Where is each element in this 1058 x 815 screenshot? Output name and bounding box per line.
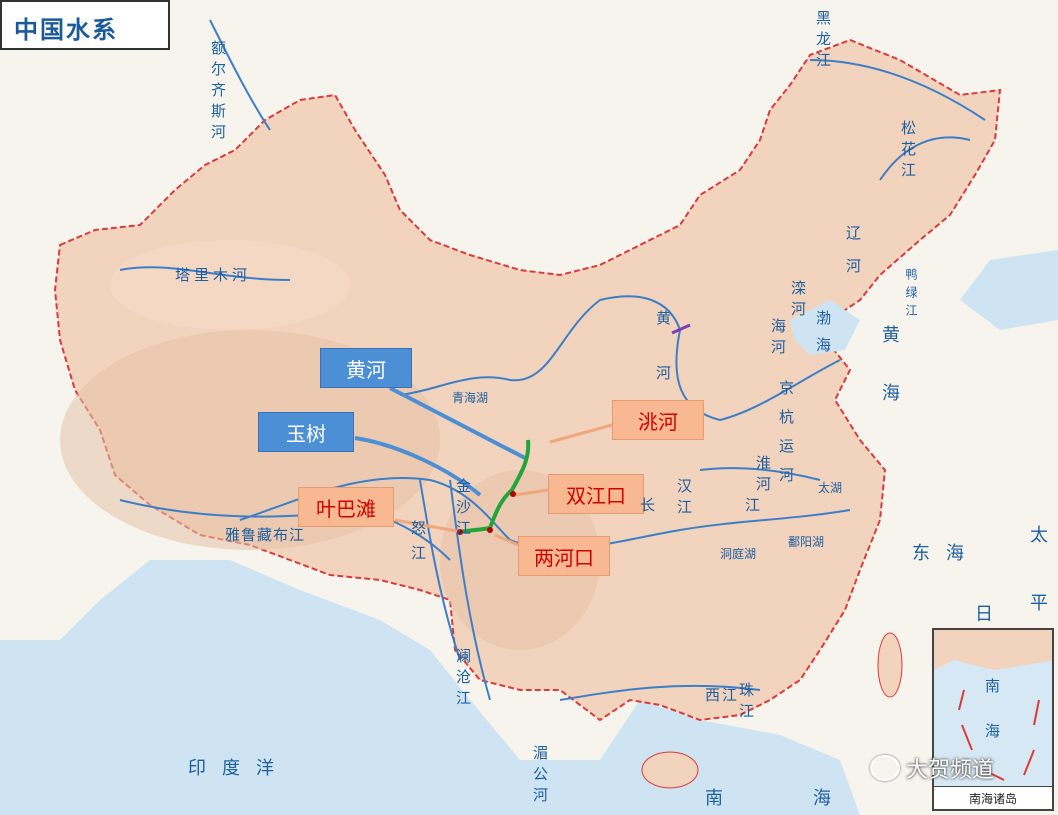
label-huaihe: 淮河 bbox=[754, 455, 772, 497]
inset-title: 南海诸岛 bbox=[934, 786, 1052, 809]
label-rishi: 日 bbox=[975, 604, 999, 625]
label-yarlung: 雅鲁藏布江 bbox=[225, 526, 306, 544]
leader-lianghekou bbox=[494, 533, 519, 547]
label-dongtinghu: 洞庭湖 bbox=[720, 547, 757, 561]
leader-shuangjiangkou bbox=[514, 488, 549, 497]
label-huanghai: 黄海 bbox=[879, 325, 900, 441]
label-xijiang: 西江 bbox=[705, 686, 740, 704]
label-jinsha: 金沙江 bbox=[454, 478, 472, 541]
label-tarim: 塔里木河 bbox=[175, 266, 252, 284]
highlighted-river bbox=[459, 439, 531, 534]
label-nanhai: 南海 bbox=[705, 788, 921, 809]
label-taihu: 太湖 bbox=[818, 481, 843, 495]
leader-yebatan bbox=[394, 518, 463, 534]
callout-huanghe: 黄河 bbox=[320, 348, 412, 388]
huanghe-marker bbox=[671, 323, 691, 335]
river-huaihe bbox=[699, 467, 821, 481]
shuangjiangkou-dot bbox=[510, 491, 516, 497]
river-huanghe bbox=[399, 295, 841, 422]
callout-yushu: 玉树 bbox=[258, 412, 354, 452]
river-nujiang bbox=[419, 479, 461, 661]
river-ertix bbox=[209, 19, 271, 131]
callout-shuangjiangkou: 双江口 bbox=[548, 474, 644, 514]
callout-lianghekou: 两河口 bbox=[518, 536, 610, 576]
south-china-sea-inset: 南海 南海诸岛 bbox=[932, 628, 1054, 811]
label-qinghaihu: 青海湖 bbox=[452, 391, 489, 405]
label-ertix: 额尔齐斯河 bbox=[209, 40, 227, 145]
river-zhujiang bbox=[559, 684, 761, 701]
inset-dashes bbox=[958, 689, 1040, 781]
label-liaohe: 辽河 bbox=[844, 225, 862, 291]
river-songhuajiang bbox=[879, 136, 971, 181]
wechat-icon bbox=[870, 755, 900, 781]
label-heilongjiang: 黑龙江 bbox=[814, 10, 832, 73]
tarim-basin bbox=[110, 240, 350, 330]
label-lancang: 澜沧江 bbox=[454, 648, 472, 711]
taiwan-island bbox=[877, 632, 903, 698]
watermark: 大贺频道 bbox=[870, 752, 994, 784]
label-poyanghu: 鄱阳湖 bbox=[788, 535, 825, 549]
leader-yushu bbox=[354, 436, 482, 497]
inset-map bbox=[934, 630, 1052, 781]
leader-taohe bbox=[549, 423, 613, 444]
bohai-sea bbox=[790, 300, 860, 355]
label-bohai: 渤海 bbox=[814, 310, 832, 364]
river-tarim bbox=[119, 266, 291, 281]
yebatan-dot bbox=[457, 529, 463, 535]
label-haihe: 海河 bbox=[769, 318, 787, 360]
watermark-text: 大贺频道 bbox=[906, 758, 995, 783]
leader-huanghe bbox=[389, 386, 526, 460]
hainan-island bbox=[641, 751, 699, 789]
label-meigong: 湄公河 bbox=[531, 745, 549, 808]
inset-nanhai-label: 南海 bbox=[983, 678, 1001, 768]
river-heilongjiang bbox=[809, 59, 986, 121]
label-jinghang: 京杭运河 bbox=[777, 380, 795, 496]
label-donghai: 东海 bbox=[912, 543, 980, 564]
label-hanjiang: 汉江 bbox=[675, 478, 693, 520]
label-yalujiang: 鸭绿江 bbox=[904, 268, 918, 322]
label-yindu: 印度洋 bbox=[188, 758, 290, 779]
label-nujiang: 怒江 bbox=[409, 520, 427, 570]
label-luanhe: 滦河 bbox=[789, 280, 807, 322]
callout-yebatan: 叶巴滩 bbox=[298, 487, 394, 527]
callout-taohe: 洮河 bbox=[612, 400, 704, 440]
label-zhujiang: 珠江 bbox=[737, 682, 755, 724]
lianghekou-dot bbox=[487, 527, 493, 533]
map-title-box: 中国水系 bbox=[0, 0, 170, 50]
label-changjiang: 长江 bbox=[640, 496, 851, 514]
label-huanghe-north: 黄河 bbox=[654, 310, 672, 420]
river-lancang bbox=[449, 479, 491, 701]
label-songhuajiang: 松花江 bbox=[899, 120, 917, 183]
map-title: 中国水系 bbox=[14, 15, 118, 44]
